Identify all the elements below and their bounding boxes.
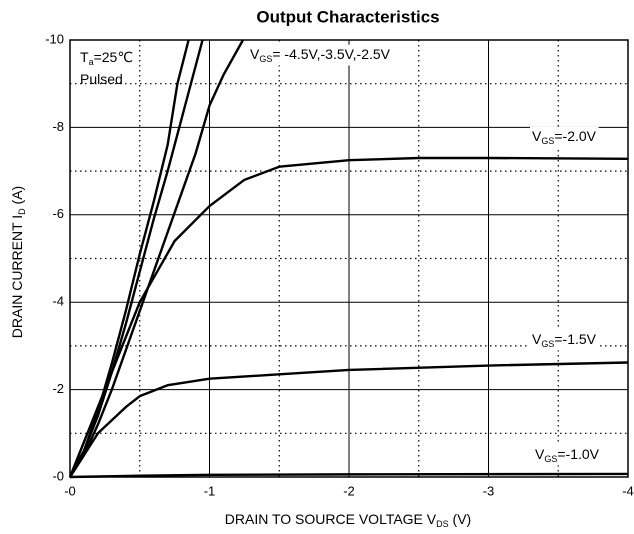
annotation-main: V (532, 128, 542, 144)
annotation: Ta=25℃ (80, 49, 133, 68)
y-axis-label-after: (A) (9, 186, 25, 209)
x-axis-label: DRAIN TO SOURCE VOLTAGE VDS (V) (225, 511, 471, 530)
plot-frame (69, 39, 629, 478)
x-axis-label-after: (V) (449, 511, 472, 527)
x-axis-label-main: DRAIN TO SOURCE VOLTAGE V (225, 511, 437, 527)
annotation-bg (248, 44, 393, 66)
annotation-bg (530, 126, 599, 148)
y-axis-label-sub: D (17, 208, 27, 215)
curve (69, 472, 629, 479)
annotation-after: =-1.5V (554, 331, 596, 347)
curve (68, 156, 629, 478)
annotation: VGS=-1.5V (532, 331, 597, 350)
y-tick-label: -8 (52, 119, 64, 134)
annotation: VGS=-1.0V (535, 446, 600, 465)
x-tick-label: -1 (204, 483, 216, 498)
annotation: Pulsed (80, 71, 123, 87)
annotation-main: V (535, 446, 545, 462)
annotation-main: V (532, 331, 542, 347)
y-tick-label: -4 (52, 294, 64, 309)
y-axis-label-main: DRAIN CURRENT I (9, 215, 25, 338)
y-tick-label: -10 (45, 31, 64, 46)
x-tick-label: -2 (343, 483, 355, 498)
curve (68, 39, 245, 478)
annotation: VGS= -4.5V,-3.5V,-2.5V (250, 46, 391, 65)
annotation-after: = -4.5V,-3.5V,-2.5V (272, 46, 390, 62)
annotation-sub: GS (544, 454, 557, 464)
curve (68, 39, 204, 478)
annotation-bg (530, 329, 599, 351)
annotation-after: =-2.0V (554, 128, 596, 144)
y-tick-label: -6 (52, 206, 64, 221)
x-tick-label: -3 (483, 483, 495, 498)
annotation-main: V (250, 46, 260, 62)
x-tick-label: -4 (622, 483, 634, 498)
annotation-main: Pulsed (80, 71, 123, 87)
y-tick-label: -2 (52, 381, 64, 396)
annotation-after: =25℃ (94, 49, 133, 65)
annotation-sub: GS (259, 54, 272, 64)
annotation: VGS=-2.0V (532, 128, 597, 147)
y-axis-label: DRAIN CURRENT ID (A) (9, 186, 28, 338)
curve (68, 361, 629, 478)
y-tick-label: -0 (52, 468, 64, 483)
chart-title: Output Characteristics (256, 7, 439, 26)
annotation-main: T (80, 49, 89, 65)
x-axis-label-sub: DS (436, 519, 449, 529)
annotation-bg (533, 444, 602, 466)
annotation-after: =-1.0V (557, 446, 599, 462)
annotation-sub: GS (541, 136, 554, 146)
annotation-sub: GS (541, 339, 554, 349)
x-tick-label: -0 (64, 483, 76, 498)
annotation-sub: a (89, 57, 94, 67)
